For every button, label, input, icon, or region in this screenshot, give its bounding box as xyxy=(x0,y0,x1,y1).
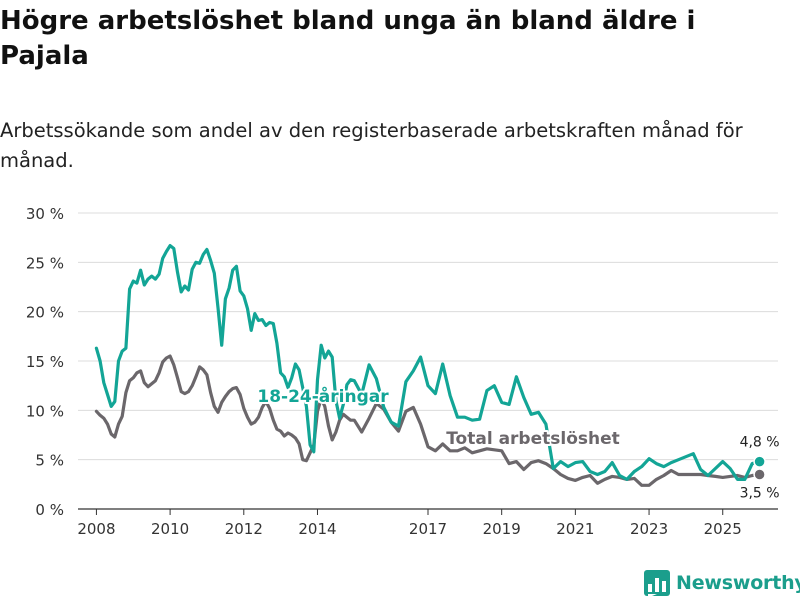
youth-series-line xyxy=(94,244,762,481)
y-tick-label: 20 % xyxy=(26,304,64,322)
label-layer: 3,5 % 4,8 % Total arbetslöshet 18-24-åringa… xyxy=(255,383,780,501)
x-tick-label: 2023 xyxy=(630,520,668,538)
brand-name: Newsworthy xyxy=(676,572,800,594)
total-series-label: Total arbetslöshet xyxy=(446,429,620,449)
x-tick-label: 2017 xyxy=(409,520,447,538)
x-tick-label: 2008 xyxy=(77,520,115,538)
x-tick-label: 2012 xyxy=(225,520,263,538)
y-tick-label: 30 % xyxy=(26,205,64,223)
total-end-value-label: 3,5 % xyxy=(740,485,780,501)
brand-logo: Newsworthy xyxy=(644,568,800,598)
x-tick-label: 2010 xyxy=(151,520,189,538)
axis-layer: 0 % 5 % 10 % 15 % 20 % 25 % 30 % 2008 2010 2012 20… xyxy=(26,205,778,538)
chart-subtitle: Arbetssökande som andel av den registerb… xyxy=(0,119,743,172)
total-series-line xyxy=(94,354,762,487)
x-tick-label: 2025 xyxy=(704,520,742,538)
y-tick-label: 25 % xyxy=(26,254,64,272)
youth-endpoint-dot xyxy=(753,455,766,468)
y-tick-label: 5 % xyxy=(35,452,64,470)
youth-series-label: 18-24-åringar xyxy=(257,385,389,407)
y-tick-label: 15 % xyxy=(26,353,64,371)
chart-title: Högre arbetslöshet bland unga än bland ä… xyxy=(0,6,696,71)
y-tick-label: 0 % xyxy=(35,501,64,519)
x-tick-label: 2019 xyxy=(483,520,521,538)
total-endpoint-dot xyxy=(753,468,766,481)
bar-chart-logo-icon xyxy=(644,570,670,596)
youth-end-value-label: 4,8 % xyxy=(740,435,780,451)
series-layer xyxy=(94,244,762,487)
x-tick-label: 2021 xyxy=(556,520,594,538)
y-tick-label: 10 % xyxy=(26,402,64,420)
x-tick-label: 2014 xyxy=(298,520,336,538)
grid-layer xyxy=(78,212,778,461)
